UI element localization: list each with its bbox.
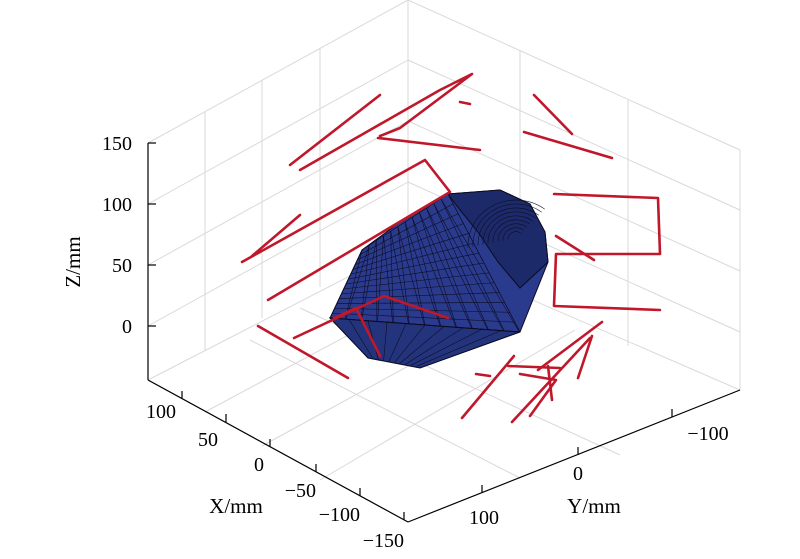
mesh-edge: [383, 235, 393, 323]
mesh-edge: [411, 217, 457, 328]
mesh-ring: [502, 227, 524, 241]
z-tick-label: 50: [112, 255, 132, 277]
x-tick-label: −150: [363, 530, 404, 552]
mesh-edge: [414, 330, 502, 368]
mesh-edge: [404, 327, 464, 366]
mesh-edge: [383, 322, 388, 362]
y-tick-label: 100: [469, 507, 499, 529]
x-tick-label: −50: [285, 480, 316, 502]
x-tick-label: −100: [319, 504, 360, 526]
y-tick-label: −100: [687, 423, 728, 445]
mesh-ring: [487, 215, 533, 244]
wireframe-segments: [240, 72, 662, 424]
x-tick-label: 50: [198, 429, 218, 451]
mesh-edge: [390, 231, 394, 323]
mesh-edge: [344, 249, 363, 320]
z-tick-label: 100: [102, 194, 132, 216]
mesh-edge: [419, 212, 473, 329]
mesh-edge: [345, 245, 370, 320]
mesh-edge: [426, 207, 488, 330]
mesh-ring: [472, 203, 542, 247]
mesh-ring: [477, 207, 539, 246]
mesh-ring: [492, 219, 530, 243]
axes: [147, 142, 741, 523]
mesh-edge: [433, 203, 504, 331]
x-tick-label: 0: [254, 454, 264, 476]
mesh-edge: [419, 331, 521, 369]
mesh-edge: [426, 207, 473, 329]
mesh-edge: [409, 328, 483, 367]
mesh-edge: [404, 221, 441, 327]
mesh-edge: [376, 240, 378, 322]
mesh-edge: [388, 323, 407, 363]
mesh-edge: [360, 245, 370, 321]
mesh-edge: [329, 317, 369, 359]
mesh-edge: [399, 326, 445, 365]
mesh-ring: [467, 199, 545, 248]
mesh-edge: [433, 203, 489, 330]
mesh-edge: [393, 324, 426, 364]
mesh-ring: [482, 211, 536, 245]
mesh-edge: [440, 198, 520, 333]
mesh-edge: [329, 249, 363, 319]
mesh-edge: [377, 235, 384, 322]
y-tick-labels: 100 0 −100: [469, 423, 729, 529]
surface-mesh: [329, 193, 545, 369]
mesh-edge: [397, 226, 410, 324]
x-axis-label: X/mm: [209, 494, 263, 518]
z-tick-label: 150: [102, 133, 132, 155]
mesh-ring: [507, 231, 521, 240]
mesh-edge: [440, 198, 505, 331]
y-axis-label: Y/mm: [567, 494, 621, 518]
mesh-edge: [447, 193, 521, 333]
y-tick-label: 0: [573, 463, 583, 485]
mesh-edge: [411, 217, 442, 327]
mesh-edge: [361, 240, 377, 321]
z-tick-label: 0: [122, 316, 132, 338]
mesh-ring: [497, 223, 527, 242]
z-tick-labels: 150 100 50 0: [102, 133, 132, 338]
z-axis-label: Z/mm: [61, 236, 85, 287]
mesh-edge: [390, 231, 409, 324]
mesh-edge: [419, 212, 457, 328]
surface-body: [328, 189, 549, 369]
x-tick-label: 100: [146, 401, 176, 423]
mesh-edge: [348, 319, 374, 360]
grid-lines: [147, 0, 741, 523]
x-tick-labels: 100 50 0 −50 −100 −150: [146, 401, 404, 552]
